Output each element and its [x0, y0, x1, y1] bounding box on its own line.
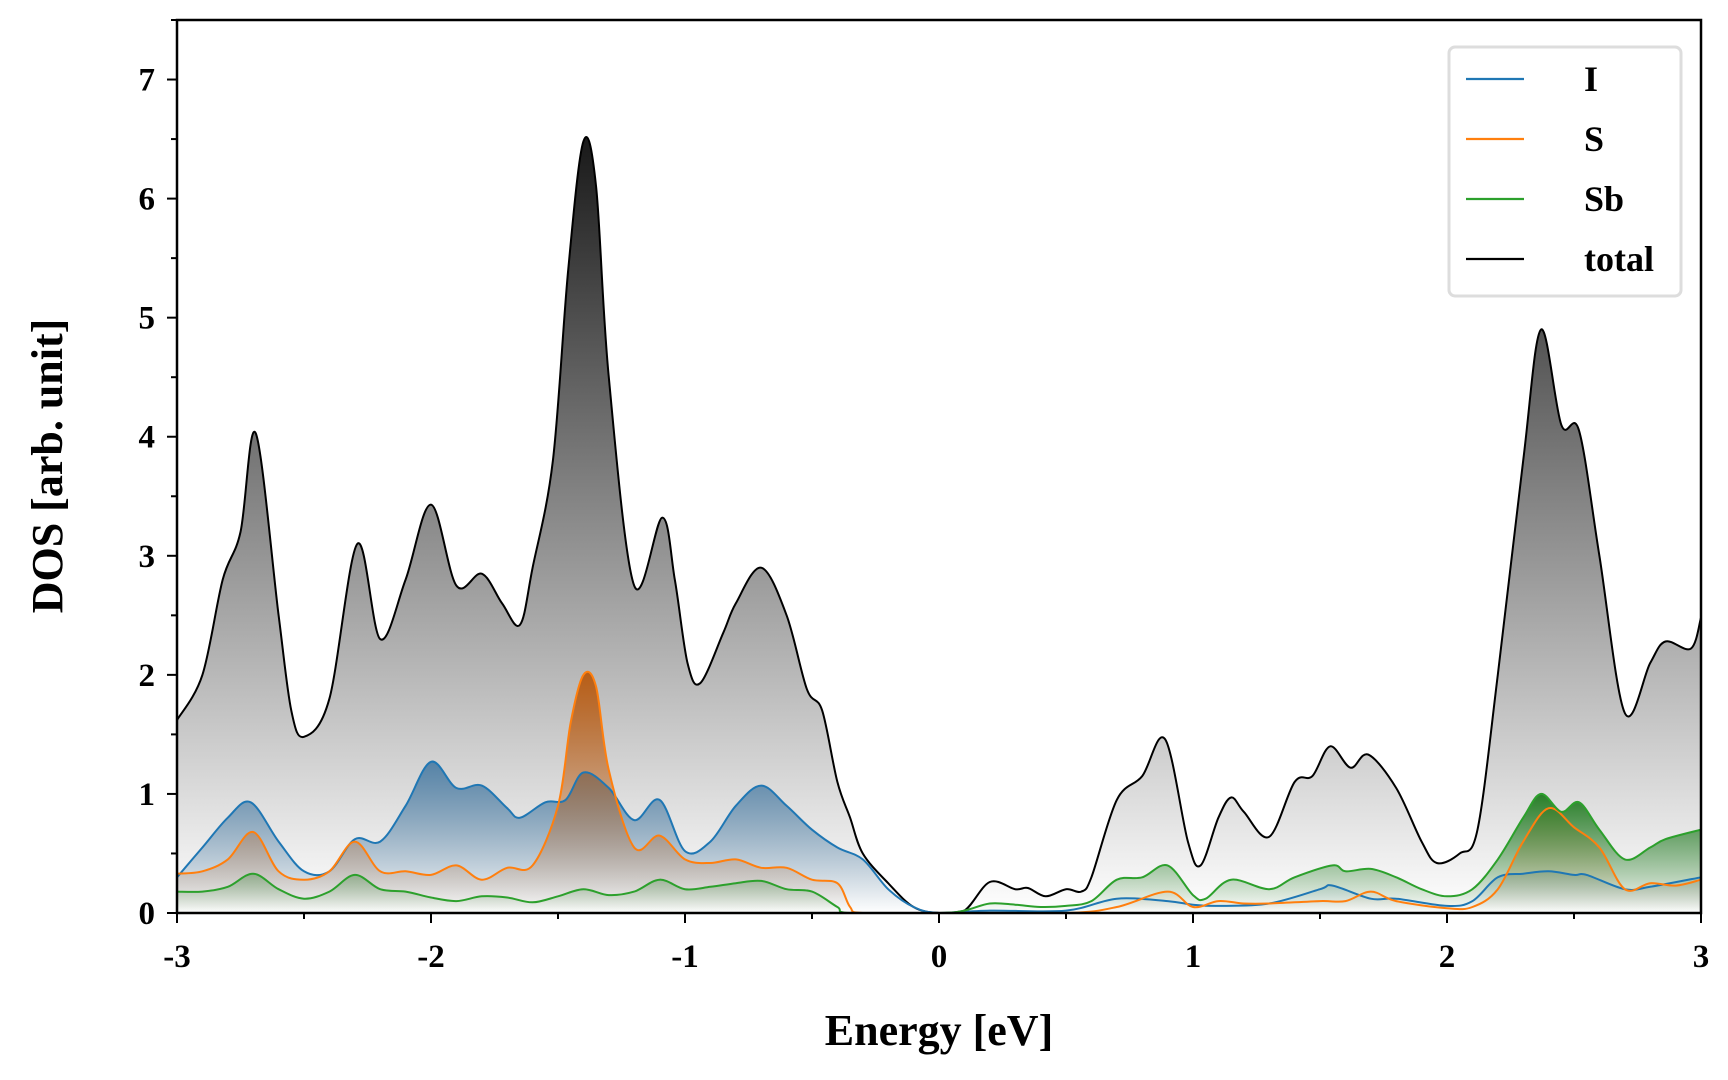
y-tick-label: 0	[139, 896, 156, 932]
y-tick-label: 3	[139, 539, 156, 575]
x-axis-label: Energy [eV]	[825, 1006, 1054, 1055]
x-tick-label: 2	[1439, 939, 1456, 975]
legend-box	[1447, 45, 1683, 298]
y-tick-label: 7	[139, 63, 156, 99]
fill-s	[177, 671, 1701, 913]
line-sb	[176, 792, 1702, 915]
y-tick-label: 6	[139, 182, 156, 218]
legend-label-sb: Sb	[1584, 179, 1624, 219]
area-fills	[177, 137, 1701, 914]
y-tick-label: 5	[139, 301, 156, 337]
legend: IS Sb total	[1447, 45, 1683, 298]
line-s	[176, 670, 1702, 915]
x-axis: -3 -2 -1 0 1 2 3	[163, 913, 1709, 975]
y-axis: 0 1 2 3 4 5 6 7	[139, 19, 177, 932]
y-axis-label: DOS [arb. unit]	[23, 319, 72, 614]
x-tick-label: -2	[417, 939, 445, 975]
x-tick-label: 3	[1693, 939, 1710, 975]
line-i	[176, 760, 1702, 915]
y-tick-label: 4	[139, 420, 156, 456]
y-tick-label: 1	[139, 777, 156, 813]
line-total	[176, 136, 1702, 915]
y-tick-label: 2	[139, 658, 156, 694]
fill-total	[177, 137, 1701, 914]
x-tick-label: 0	[931, 939, 948, 975]
x-tick-label: -1	[671, 939, 699, 975]
legend-label-s: S	[1584, 119, 1604, 159]
fill-sb	[177, 793, 1701, 913]
series-lines	[176, 136, 1702, 915]
x-tick-label: 1	[1185, 939, 1202, 975]
legend-label-i: I	[1584, 59, 1598, 99]
legend-label-total: total	[1584, 239, 1654, 279]
x-tick-label: -3	[163, 939, 191, 975]
